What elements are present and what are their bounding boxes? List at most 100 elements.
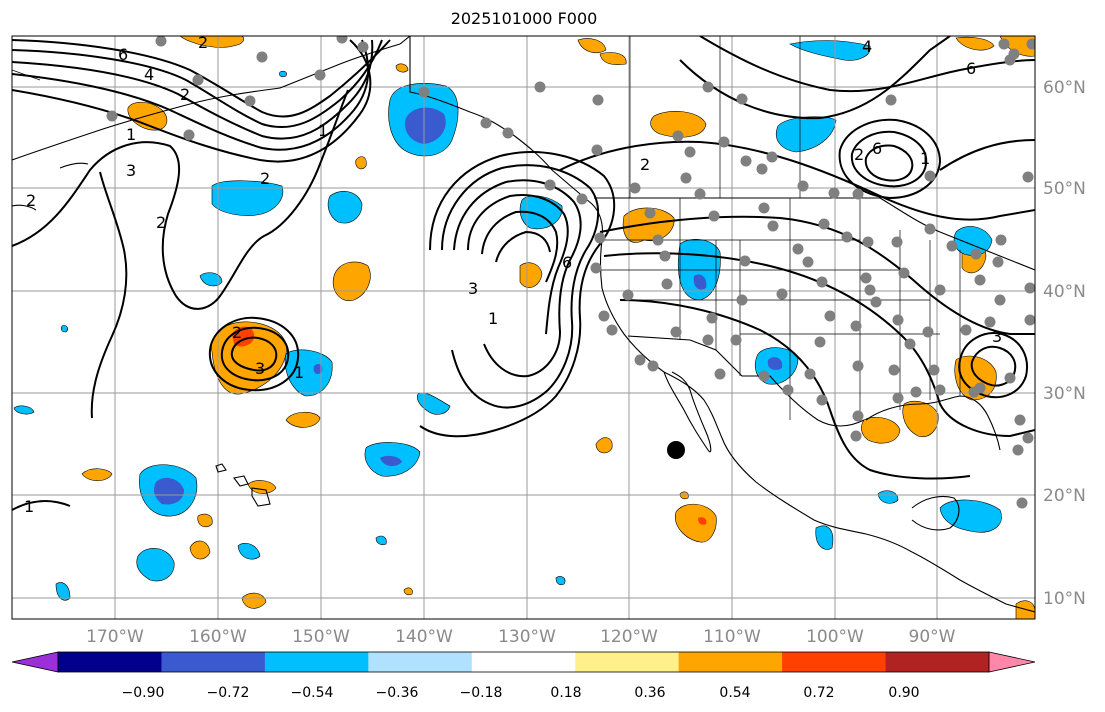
station-dot [1022,432,1034,444]
station-dot [992,256,1004,268]
station-dot [892,314,904,326]
station-dot [684,146,696,158]
station-markers [106,36,1035,509]
station-dot [576,193,588,205]
station-dot [1004,372,1016,384]
station-dot [740,155,752,167]
coastlines [12,36,1035,613]
contour-label: 1 [24,497,34,516]
station-dot [870,296,882,308]
station-dot [922,326,934,338]
station-dot [828,187,840,199]
station-dot [680,172,692,184]
station-dot [702,334,714,346]
station-dot [792,243,804,255]
station-dot [766,151,778,163]
colorbar-segment [58,652,162,672]
lon-label: 100°W [806,627,864,647]
lon-label: 140°W [395,627,453,647]
positive-anomaly-shading [81,36,1035,619]
station-dot [756,163,768,175]
colorbar-segment [678,652,783,672]
station-dot [670,326,682,338]
lat-label: 40°N [1043,282,1086,302]
longitude-labels: 170°W 160°W 150°W 140°W 130°W 120°W 110°… [86,627,956,647]
station-dot [591,144,603,156]
lon-label: 130°W [498,627,556,647]
map-panel: 6 4 2 1 3 2 2 1 3 2 1 3 1 6 2 1 2 6 4 2 … [12,33,1035,619]
station-dot [736,93,748,105]
station-dot [970,248,982,260]
contour-label: 6 [562,253,572,272]
colorbar: −0.90 −0.72 −0.54 −0.36 −0.18 0.18 0.36 … [11,651,1036,701]
contour-label: 3 [126,161,136,180]
station-dot [1016,497,1028,509]
station-dot [891,236,903,248]
station-dot [816,394,828,406]
contour-label: 4 [144,65,154,84]
station-dot [702,81,714,93]
station-dot [192,74,204,86]
station-dot [1014,414,1026,426]
station-dot [892,392,904,404]
station-dot [782,384,794,396]
station-dot [659,250,671,262]
station-dot [804,368,816,380]
contour-label: 4 [862,37,872,56]
station-dot [960,324,972,336]
station-dot [1012,444,1024,456]
station-dot [862,236,874,248]
contour-label: 2 [232,323,242,342]
lat-label: 50°N [1043,179,1086,199]
station-dot [924,170,936,182]
colorbar-segment [161,652,266,672]
station-dot [758,202,770,214]
station-dot [885,94,897,106]
contour-label: 2 [156,213,166,232]
station-dot [852,188,864,200]
colorbar-segment [471,652,576,672]
station-dot [898,267,910,279]
station-dot [904,338,916,350]
station-dot [1024,282,1035,294]
station-dot [592,94,604,106]
colorbar-tick-label: 0.72 [803,685,834,701]
station-dot [739,255,751,267]
lon-label: 160°W [189,627,247,647]
station-dot [974,274,986,286]
contour-label: 1 [318,121,328,140]
station-dot [644,207,656,219]
station-dot [1004,54,1016,66]
station-dot [934,384,946,396]
station-dot [736,294,748,306]
negative-anomaly-shading [13,40,1002,601]
station-dot [852,410,864,422]
station-dot [946,240,958,252]
lon-label: 170°W [86,627,144,647]
lat-lon-grid [12,36,1035,619]
station-dot [968,386,980,398]
station-dot [244,95,256,107]
colorbar-tick-label: −0.90 [122,685,165,701]
map-title: 2025101000 F000 [450,9,598,28]
station-dot [767,220,779,232]
station-dot [106,110,118,122]
colorbar-segment [575,652,680,672]
station-dot [850,320,862,332]
colorbar-segment [885,652,990,672]
station-dot [816,276,828,288]
lat-label: 10°N [1043,589,1086,609]
colorbar-tick-label: −0.54 [291,685,334,701]
station-dot [708,210,720,222]
contour-label: 6 [966,59,976,78]
colorbar-outline [57,651,990,673]
station-dot [714,368,726,380]
station-dot [1022,171,1034,183]
lon-label: 90°W [909,627,956,647]
colorbar-segment [264,652,369,672]
station-dot [797,180,809,192]
colorbar-extend-min [11,651,59,673]
contour-label: 2 [854,145,864,164]
contour-label: 2 [198,33,208,52]
station-dot [824,310,836,322]
